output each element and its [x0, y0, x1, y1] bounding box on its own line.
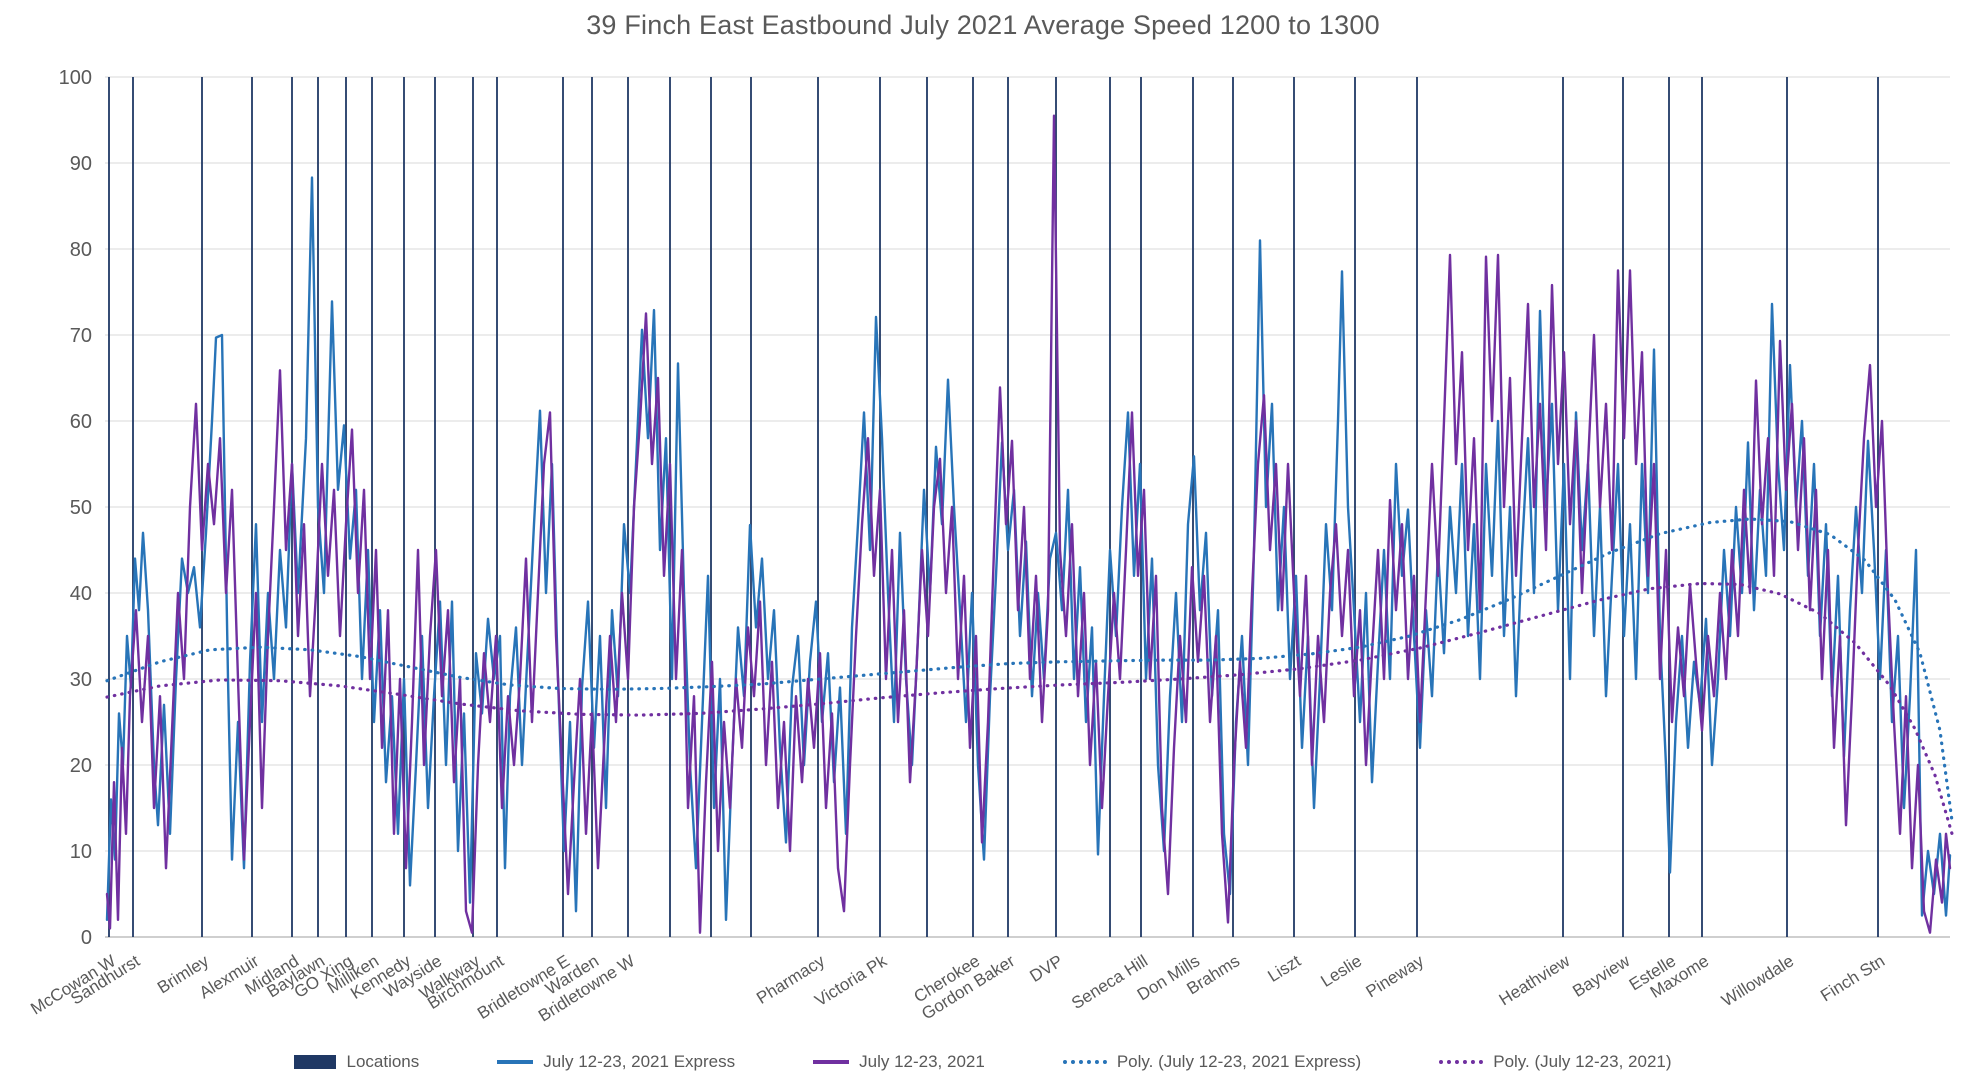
- y-axis-tick-label: 0: [81, 927, 92, 949]
- y-axis-tick-label: 60: [70, 411, 92, 433]
- y-axis-tick-label: 100: [59, 67, 92, 89]
- y-axis-tick-label: 30: [70, 669, 92, 691]
- x-axis-tick-label: DVP: [1026, 951, 1066, 986]
- chart-legend: Locations July 12-23, 2021 Express July 12…: [0, 1052, 1966, 1072]
- series-poly-july-12-23-2021-express-: [105, 517, 1954, 823]
- chart-title: 39 Finch East Eastbound July 2021 Averag…: [586, 10, 1380, 40]
- y-axis-tick-label: 90: [70, 153, 92, 175]
- y-axis-tick-label: 80: [70, 239, 92, 261]
- legend-box-swatch: [294, 1055, 337, 1069]
- x-axis-tick-label: Liszt: [1264, 951, 1304, 986]
- series-poly-july-12-23-2021-: [105, 581, 1954, 836]
- series-july-12-23-2021: [105, 114, 1952, 934]
- legend-label: July 12-23, 2021: [859, 1052, 985, 1071]
- legend-label: Poly. (July 12-23, 2021): [1493, 1052, 1672, 1071]
- x-axis-tick-label: Willowdale: [1718, 951, 1797, 1010]
- legend-dotted-line-swatch: [1439, 1060, 1484, 1064]
- x-axis-tick-label: Finch Stn: [1817, 951, 1888, 1005]
- y-axis-tick-label: 20: [70, 755, 92, 777]
- legend-line-swatch: [497, 1060, 534, 1064]
- x-axis-tick-label: Leslie: [1317, 951, 1365, 991]
- legend-item-locations: Locations: [294, 1052, 419, 1072]
- legend-dotted-line-swatch: [1062, 1060, 1107, 1064]
- x-axis-tick-label: Seneca Hill: [1068, 951, 1151, 1013]
- y-axis-tick-label: 70: [70, 325, 92, 347]
- y-axis-tick-label: 40: [70, 583, 92, 605]
- legend-item-july-12-23-2021-express: July 12-23, 2021 Express: [497, 1052, 735, 1072]
- legend-item-poly-july-12-23-2021-: Poly. (July 12-23, 2021): [1439, 1052, 1672, 1072]
- series-july-12-23-2021-express: [105, 176, 1952, 921]
- legend-label: July 12-23, 2021 Express: [543, 1052, 736, 1071]
- y-axis-tick-label: 50: [70, 497, 92, 519]
- y-axis-tick-label: 10: [70, 841, 92, 863]
- legend-label: Poly. (July 12-23, 2021 Express): [1116, 1052, 1362, 1071]
- legend-item-poly-july-12-23-2021-express-: Poly. (July 12-23, 2021 Express): [1062, 1052, 1362, 1072]
- x-axis-tick-label: Bayview: [1569, 951, 1633, 1001]
- legend-label: Locations: [346, 1052, 420, 1071]
- legend-item-july-12-23-2021: July 12-23, 2021: [813, 1052, 985, 1072]
- x-axis-tick-label: Heathview: [1496, 951, 1574, 1010]
- x-axis-tick-label: Pineway: [1363, 951, 1428, 1001]
- legend-line-swatch: [813, 1060, 850, 1064]
